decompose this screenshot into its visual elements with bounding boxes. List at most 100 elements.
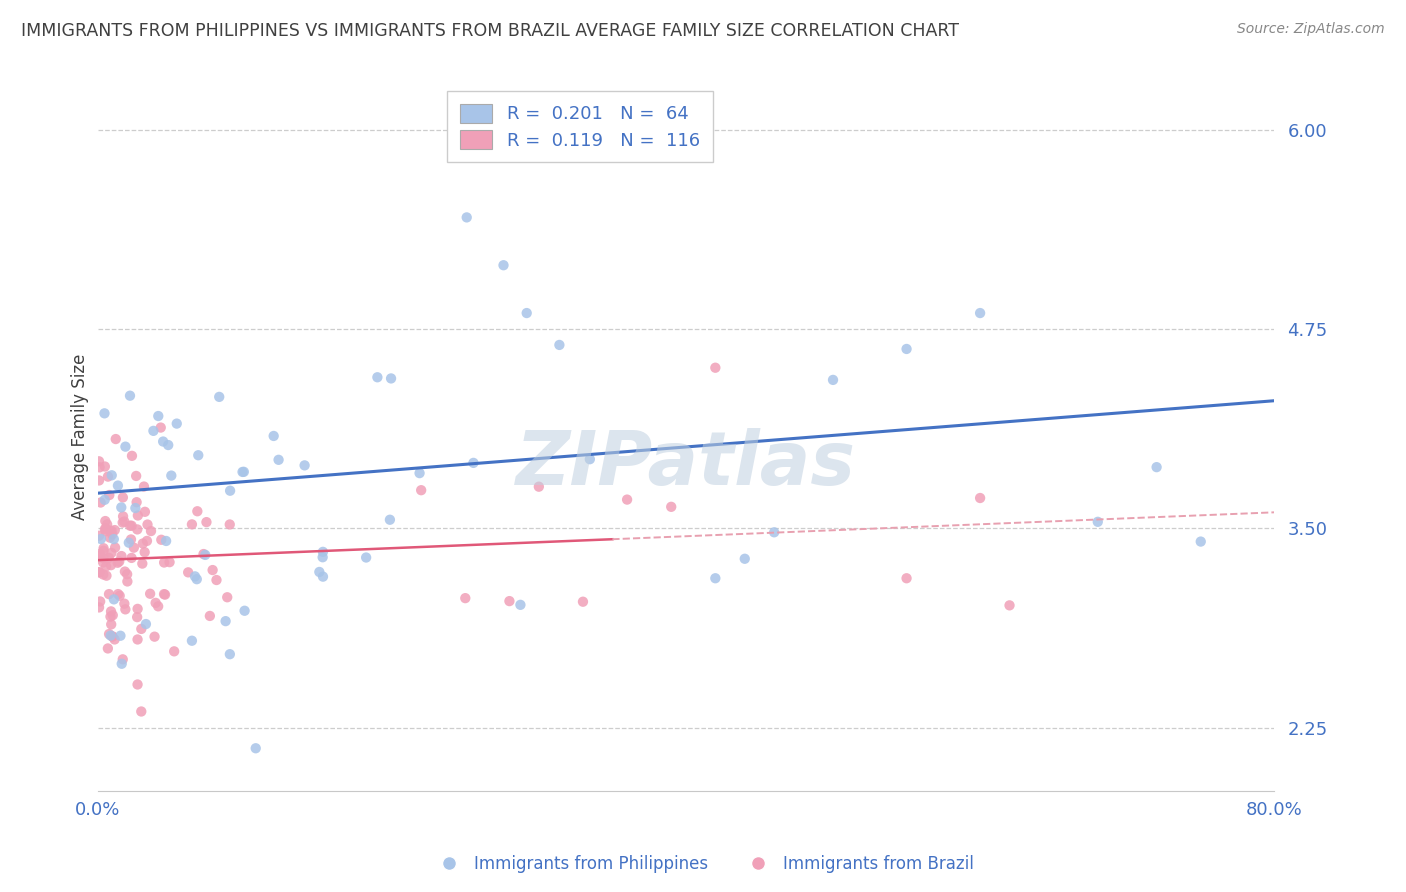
Point xyxy=(408,466,430,480)
Point xyxy=(294,458,316,473)
Point xyxy=(166,417,188,431)
Point xyxy=(1189,534,1212,549)
Point xyxy=(122,541,145,555)
Text: Source: ZipAtlas.com: Source: ZipAtlas.com xyxy=(1237,22,1385,37)
Point xyxy=(153,587,176,601)
Point xyxy=(456,211,478,225)
Point xyxy=(98,488,121,502)
Point xyxy=(87,529,110,543)
Point xyxy=(96,517,118,532)
Point xyxy=(115,567,138,582)
Point xyxy=(184,569,207,583)
Point xyxy=(100,604,122,618)
Point xyxy=(193,547,215,561)
Point xyxy=(704,360,727,375)
Point xyxy=(454,591,477,606)
Point xyxy=(998,599,1021,613)
Point xyxy=(572,595,595,609)
Point xyxy=(104,632,127,647)
Point xyxy=(146,599,169,614)
Point xyxy=(125,469,148,483)
Point xyxy=(134,505,156,519)
Point xyxy=(136,517,159,532)
Point xyxy=(354,550,377,565)
Point xyxy=(111,652,134,666)
Point xyxy=(87,566,110,580)
Point xyxy=(896,342,918,356)
Point xyxy=(198,609,221,624)
Point xyxy=(150,533,173,547)
Point xyxy=(139,524,162,538)
Point xyxy=(127,602,149,616)
Point xyxy=(498,594,520,608)
Point xyxy=(492,258,515,272)
Point xyxy=(233,604,256,618)
Point xyxy=(108,554,131,568)
Text: IMMIGRANTS FROM PHILIPPINES VS IMMIGRANTS FROM BRAZIL AVERAGE FAMILY SIZE CORREL: IMMIGRANTS FROM PHILIPPINES VS IMMIGRANT… xyxy=(21,22,959,40)
Point xyxy=(107,478,129,492)
Point xyxy=(103,592,125,607)
Point xyxy=(616,492,638,507)
Point xyxy=(89,460,111,475)
Point xyxy=(463,456,485,470)
Point xyxy=(186,504,208,518)
Point xyxy=(135,617,157,632)
Point xyxy=(548,338,571,352)
Point xyxy=(157,438,180,452)
Point xyxy=(163,644,186,658)
Point xyxy=(527,480,550,494)
Point xyxy=(218,647,240,661)
Point xyxy=(149,420,172,434)
Point xyxy=(143,630,166,644)
Point xyxy=(153,588,176,602)
Legend: Immigrants from Philippines, Immigrants from Brazil: Immigrants from Philippines, Immigrants … xyxy=(426,848,980,880)
Point xyxy=(111,516,134,530)
Point xyxy=(104,523,127,537)
Point xyxy=(93,541,115,556)
Point xyxy=(93,492,115,507)
Point xyxy=(98,531,121,545)
Point xyxy=(110,500,132,515)
Point xyxy=(195,515,218,529)
Point xyxy=(93,551,115,566)
Point xyxy=(205,573,228,587)
Point xyxy=(111,657,134,671)
Point xyxy=(145,596,167,610)
Point xyxy=(155,533,177,548)
Point xyxy=(87,549,110,564)
Point xyxy=(232,465,254,479)
Point xyxy=(124,501,146,516)
Point xyxy=(101,630,124,644)
Point xyxy=(104,541,127,555)
Point xyxy=(104,432,127,446)
Point xyxy=(218,517,240,532)
Point xyxy=(90,495,112,509)
Point xyxy=(969,491,991,505)
Point xyxy=(263,429,285,443)
Point xyxy=(1087,515,1109,529)
Point xyxy=(734,551,756,566)
Point xyxy=(153,556,176,570)
Point xyxy=(87,474,110,488)
Point xyxy=(125,495,148,509)
Point xyxy=(108,589,131,603)
Point xyxy=(159,555,181,569)
Point xyxy=(378,513,401,527)
Point xyxy=(94,524,117,539)
Point xyxy=(121,550,143,565)
Point xyxy=(111,491,134,505)
Point xyxy=(94,559,117,574)
Point xyxy=(411,483,433,498)
Point xyxy=(100,546,122,560)
Point xyxy=(311,550,333,565)
Point xyxy=(97,641,120,656)
Point xyxy=(219,483,242,498)
Point xyxy=(100,558,122,573)
Point xyxy=(152,434,174,449)
Point xyxy=(110,549,132,563)
Point xyxy=(100,629,122,643)
Point xyxy=(132,536,155,550)
Point xyxy=(131,622,153,636)
Point xyxy=(100,524,122,538)
Point xyxy=(127,632,149,647)
